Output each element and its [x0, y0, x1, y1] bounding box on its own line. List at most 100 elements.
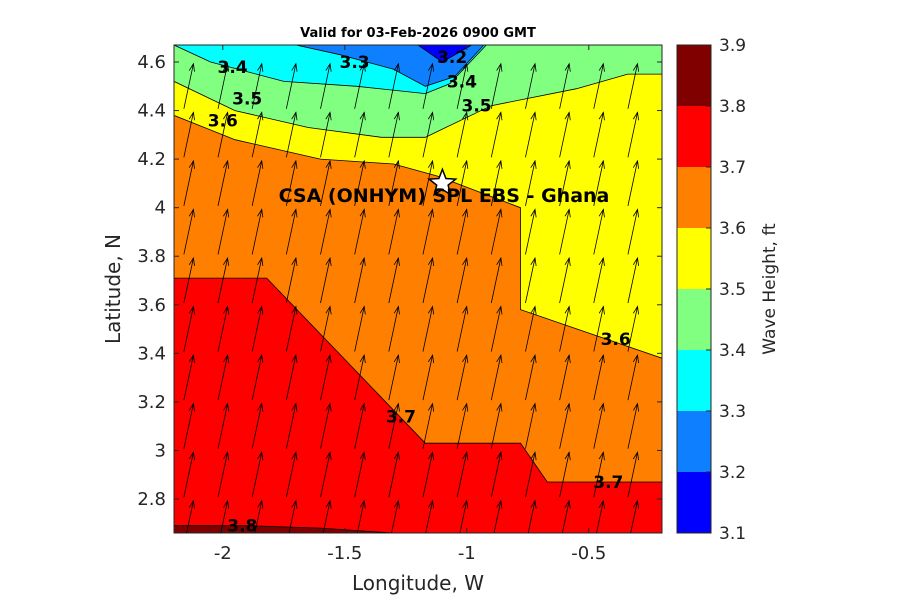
arrow-head	[257, 256, 264, 266]
arrow-head	[462, 451, 469, 461]
arrow-head	[222, 451, 230, 461]
contour-bands	[174, 45, 662, 533]
arrow-shaft	[559, 257, 570, 304]
contour-line	[417, 45, 472, 63]
arrow-head	[257, 111, 264, 121]
wind-arrow	[459, 499, 469, 533]
wind-arrow	[493, 499, 503, 533]
colorbar-tick-label: 3.8	[719, 97, 746, 117]
wind-arrow	[525, 62, 537, 109]
wind-arrow	[320, 402, 332, 449]
arrow-shaft	[559, 355, 570, 401]
wind-arrow	[388, 111, 400, 158]
wind-arrow	[388, 159, 400, 206]
arrow-head	[427, 62, 435, 72]
arrow-head	[427, 353, 435, 364]
arrow-shaft	[559, 160, 570, 206]
contour-band-3_7	[174, 278, 662, 533]
arrow-head	[632, 62, 640, 72]
y-tick-label: 2.8	[137, 489, 166, 510]
arrow-head	[564, 111, 571, 121]
arrow-shaft	[183, 209, 194, 255]
arrow-shaft	[354, 257, 365, 304]
arrow-head	[188, 402, 195, 412]
arrow-head	[598, 499, 605, 509]
wind-arrow	[559, 62, 571, 109]
wind-arrow	[354, 451, 366, 498]
wind-arrow	[627, 402, 640, 449]
arrow-head	[393, 111, 400, 121]
arrow-shaft	[456, 452, 468, 498]
arrow-head	[427, 499, 435, 509]
wind-arrow	[320, 159, 332, 206]
contour-label: 3.4	[447, 72, 477, 92]
arrow-shaft	[217, 403, 228, 449]
x-axis-ticks: -2 -1.5 -1 -0.5	[214, 45, 606, 564]
wind-arrow	[490, 111, 503, 158]
wind-arrow	[422, 256, 435, 304]
wind-arrow	[183, 402, 195, 449]
arrow-head	[188, 111, 195, 121]
arrow-head	[530, 353, 537, 364]
arrow-shaft	[217, 355, 228, 401]
wind-arrow	[251, 402, 264, 449]
wind-arrow	[388, 451, 400, 498]
wind-arrow	[627, 305, 640, 352]
arrow-head	[257, 451, 264, 461]
arrow-head	[564, 353, 571, 364]
contour-label: 3.4	[217, 58, 247, 78]
colorbar-label: Wave Height, ft	[760, 223, 780, 355]
arrow-shaft	[320, 257, 331, 304]
arrow-shaft	[422, 403, 433, 449]
arrow-head	[393, 159, 400, 169]
arrow-shaft	[183, 452, 194, 498]
wind-arrow	[559, 208, 571, 255]
arrow-shaft	[559, 306, 570, 352]
arrow-shaft	[627, 160, 638, 206]
contour-band-3_6	[174, 115, 662, 483]
arrow-shaft	[593, 452, 604, 498]
y-axis-label: Latitude, N	[101, 234, 125, 344]
wind-arrow	[217, 159, 230, 206]
wind-arrow	[456, 111, 469, 158]
arrow-head	[359, 451, 366, 461]
arrow-shaft	[354, 112, 365, 158]
arrow-shaft	[217, 209, 228, 255]
wind-arrow	[183, 451, 195, 498]
arrow-head	[496, 256, 503, 266]
arrow-head	[598, 111, 605, 121]
wind-arrow	[251, 111, 264, 158]
arrow-head	[188, 159, 195, 169]
arrow-shaft	[354, 355, 365, 401]
arrow-shaft	[593, 160, 604, 206]
wind-arrow	[490, 256, 503, 304]
colorbar-segment	[677, 167, 711, 228]
arrow-shaft	[456, 257, 468, 304]
arrow-shaft	[593, 355, 604, 401]
wind-arrow	[354, 111, 366, 158]
arrow-shaft	[561, 500, 570, 533]
wind-arrow	[456, 62, 469, 109]
arrow-shaft	[354, 306, 365, 352]
wind-arrow	[388, 305, 400, 352]
arrow-head	[325, 451, 332, 461]
wind-arrow	[596, 499, 605, 533]
wind-arrow	[627, 159, 640, 206]
arrow-head	[325, 499, 332, 509]
wind-arrow	[183, 208, 195, 255]
arrow-shaft	[490, 452, 502, 498]
arrow-head	[530, 159, 537, 169]
arrow-shaft	[251, 209, 263, 255]
arrow-shaft	[285, 209, 297, 255]
arrow-head	[222, 499, 230, 509]
contour-label: 3.3	[339, 53, 369, 73]
arrow-head	[359, 111, 366, 121]
arrow-shaft	[525, 112, 536, 158]
arrow-head	[359, 62, 366, 72]
wind-arrow	[593, 159, 605, 206]
contour-line	[174, 525, 394, 533]
arrow-head	[427, 256, 435, 266]
wind-arrow	[593, 62, 605, 109]
arrow-head	[632, 256, 640, 266]
arrow-shaft	[525, 355, 536, 401]
